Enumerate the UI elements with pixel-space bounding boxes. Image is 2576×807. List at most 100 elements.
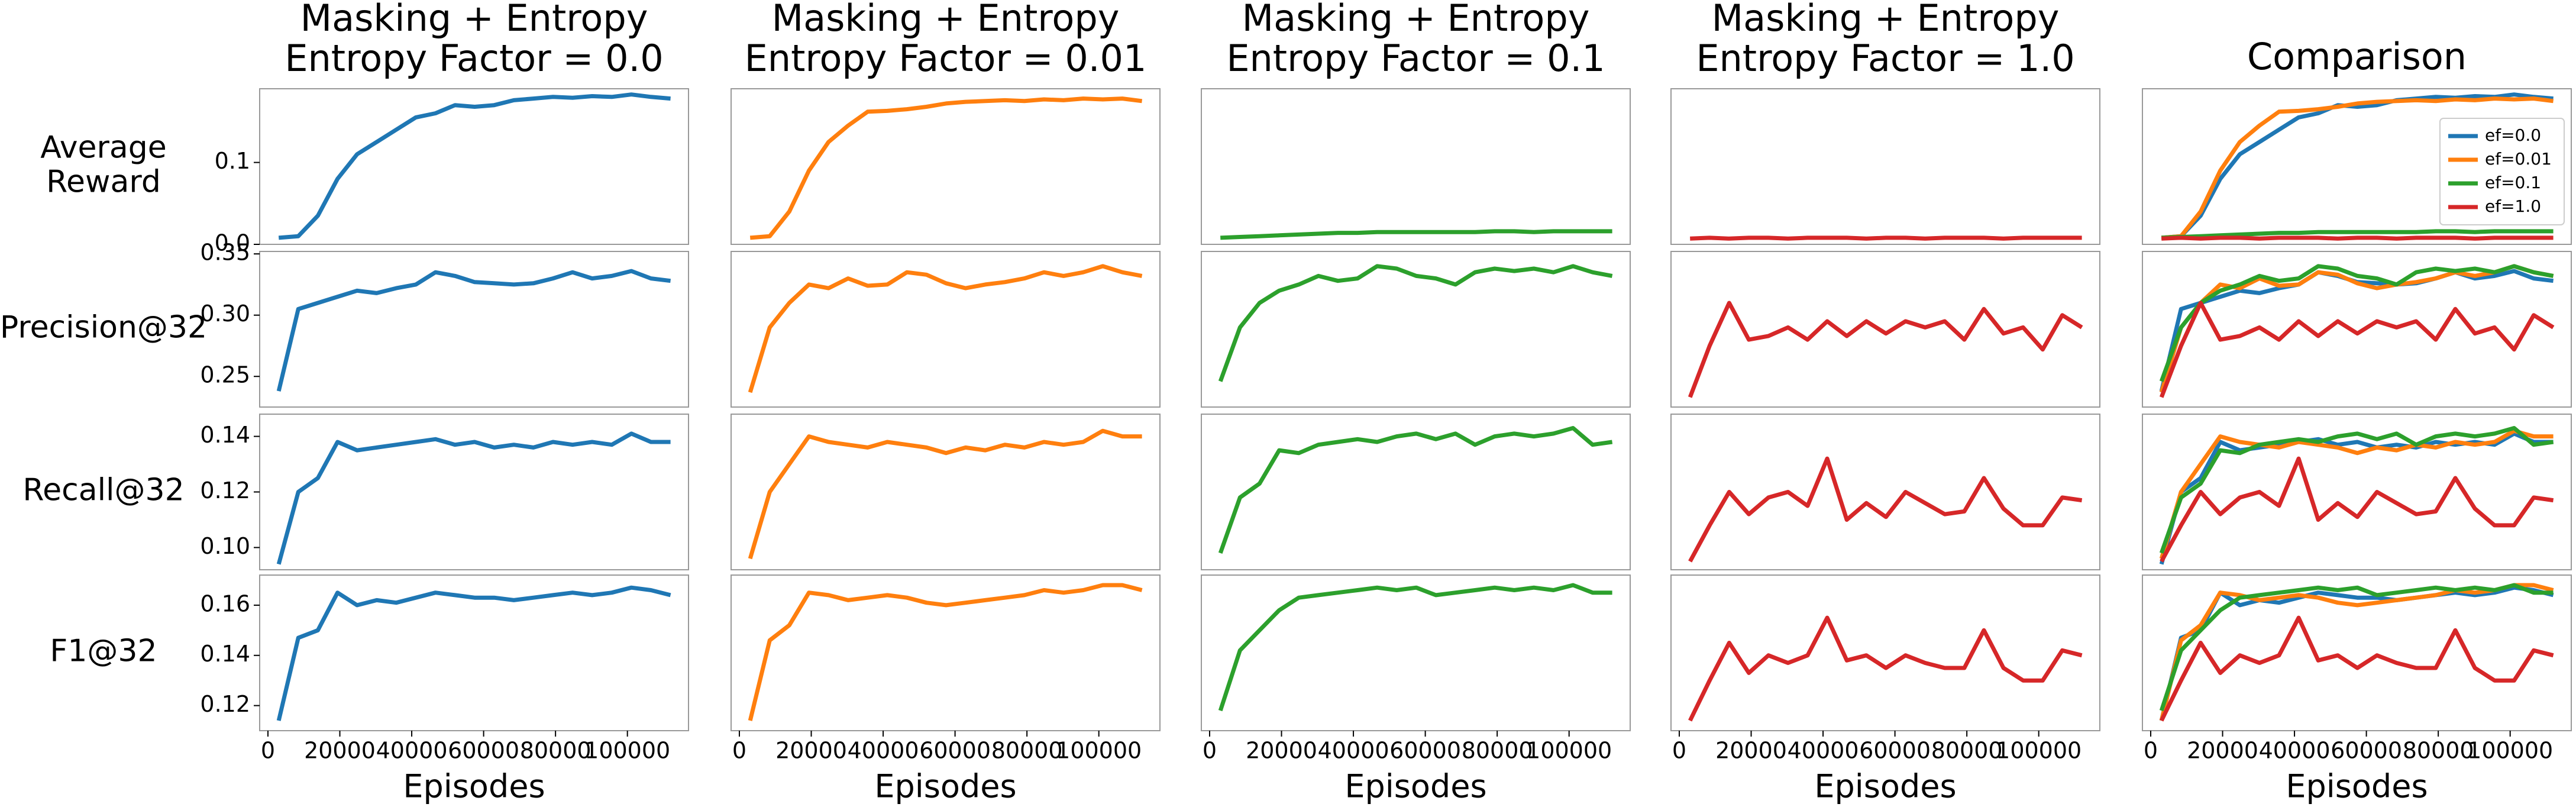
y-tick-label: 0.25 bbox=[200, 362, 250, 388]
x-tick-label: 0 bbox=[1672, 738, 1686, 764]
plot-frame bbox=[731, 88, 1161, 245]
series-line bbox=[2159, 428, 2554, 560]
x-tick-label: 100000 bbox=[1056, 738, 1142, 764]
x-tick-label: 100000 bbox=[2467, 738, 2553, 764]
column-title: Comparison bbox=[2247, 35, 2467, 78]
x-tick-label: 60000 bbox=[1859, 738, 1931, 764]
series-line bbox=[2159, 585, 2554, 721]
legend-label: ef=0.01 bbox=[2485, 149, 2552, 169]
plot-frame bbox=[259, 88, 689, 245]
x-tick-label: 20000 bbox=[775, 738, 847, 764]
series-line bbox=[2161, 92, 2554, 240]
series-line bbox=[276, 585, 671, 721]
series-line bbox=[1688, 301, 2083, 398]
plot-frame bbox=[731, 574, 1161, 731]
y-tick-label: 0.14 bbox=[200, 641, 250, 667]
plot-frame bbox=[1201, 414, 1631, 570]
column-title: Masking + Entropy bbox=[1242, 0, 1590, 40]
column-title: Masking + Entropy bbox=[772, 0, 1120, 40]
series-line bbox=[2161, 229, 2554, 240]
series-line bbox=[748, 428, 1142, 560]
x-tick-label: 60000 bbox=[1389, 738, 1461, 764]
x-axis-label: Episodes bbox=[2286, 768, 2428, 805]
x-tick-label: 80000 bbox=[520, 738, 592, 764]
x-axis-label: Episodes bbox=[1344, 768, 1486, 805]
x-tick-label: 40000 bbox=[2259, 738, 2331, 764]
series-line bbox=[748, 264, 1143, 393]
x-tick-label: 60000 bbox=[448, 738, 519, 764]
y-tick-label: 0.30 bbox=[200, 301, 250, 327]
column-title: Entropy Factor = 0.1 bbox=[1226, 37, 1605, 80]
x-tick-label: 20000 bbox=[2187, 738, 2258, 764]
y-tick-label: 0.12 bbox=[200, 691, 250, 717]
series-line bbox=[2159, 583, 2554, 712]
series-line bbox=[2160, 615, 2554, 722]
x-tick-label: 20000 bbox=[1715, 738, 1787, 764]
row-label: Average bbox=[40, 130, 167, 166]
x-tick-label: 20000 bbox=[1246, 738, 1317, 764]
plot-frame bbox=[731, 414, 1161, 570]
column-title: Entropy Factor = 1.0 bbox=[1696, 37, 2074, 80]
series-line bbox=[1220, 229, 1612, 240]
x-tick-label: 80000 bbox=[2403, 738, 2474, 764]
x-tick-label: 0 bbox=[732, 738, 746, 764]
series-line bbox=[1218, 426, 1613, 554]
series-line bbox=[278, 92, 671, 240]
x-tick-label: 100000 bbox=[584, 738, 670, 764]
series-line bbox=[1218, 583, 1612, 712]
x-tick-label: 40000 bbox=[848, 738, 919, 764]
plot-frame bbox=[2142, 574, 2572, 731]
plot-frame bbox=[259, 574, 689, 731]
series-line bbox=[1688, 615, 2083, 722]
y-tick-label: 0.16 bbox=[200, 590, 250, 616]
x-tick-label: 0 bbox=[2144, 738, 2158, 764]
y-tick-label: 0.10 bbox=[200, 533, 250, 559]
series-line bbox=[748, 583, 1143, 721]
series-line bbox=[1688, 456, 2083, 563]
series-line bbox=[2159, 264, 2554, 393]
series-line bbox=[2159, 583, 2554, 721]
plot-frame bbox=[2142, 88, 2572, 245]
y-tick-label: 0.35 bbox=[200, 240, 250, 266]
row-label: F1@32 bbox=[50, 634, 157, 669]
column-title: Entropy Factor = 0.01 bbox=[745, 37, 1147, 80]
x-axis-label: Episodes bbox=[403, 768, 545, 805]
plot-frame bbox=[1670, 574, 2100, 731]
plot-frame bbox=[1670, 251, 2100, 408]
x-tick-label: 80000 bbox=[1931, 738, 2003, 764]
legend-label: ef=1.0 bbox=[2485, 196, 2541, 216]
series-line bbox=[749, 96, 1143, 240]
y-tick-label: 0.14 bbox=[200, 422, 250, 448]
column-title: Masking + Entropy bbox=[300, 0, 648, 40]
x-tick-label: 0 bbox=[261, 738, 275, 764]
y-tick-label: 0.12 bbox=[200, 477, 250, 503]
series-line bbox=[1218, 264, 1613, 382]
x-tick-label: 40000 bbox=[1788, 738, 1859, 764]
x-tick-label: 40000 bbox=[376, 738, 448, 764]
series-line bbox=[2159, 426, 2554, 554]
plot-frame bbox=[1201, 251, 1631, 408]
series-line bbox=[2159, 264, 2554, 382]
x-tick-label: 20000 bbox=[304, 738, 376, 764]
x-tick-label: 0 bbox=[1203, 738, 1217, 764]
row-label: Precision@32 bbox=[0, 310, 207, 346]
series-line bbox=[2161, 96, 2554, 240]
x-tick-label: 100000 bbox=[1526, 738, 1612, 764]
plot-frame bbox=[1201, 88, 1631, 245]
column-title: Entropy Factor = 0.0 bbox=[285, 37, 663, 80]
x-tick-label: 80000 bbox=[1462, 738, 1533, 764]
row-label: Reward bbox=[46, 164, 161, 200]
plot-frame bbox=[731, 251, 1161, 408]
x-tick-label: 60000 bbox=[2331, 738, 2402, 764]
x-tick-label: 40000 bbox=[1318, 738, 1389, 764]
x-tick-label: 100000 bbox=[1996, 738, 2082, 764]
series-line bbox=[276, 269, 671, 392]
x-axis-label: Episodes bbox=[1814, 768, 1956, 805]
x-tick-label: 60000 bbox=[919, 738, 991, 764]
legend-label: ef=0.0 bbox=[2485, 125, 2541, 145]
plot-frame bbox=[2142, 251, 2572, 408]
y-tick-label: 0.0 bbox=[215, 230, 250, 256]
plot-frame bbox=[2142, 414, 2572, 570]
